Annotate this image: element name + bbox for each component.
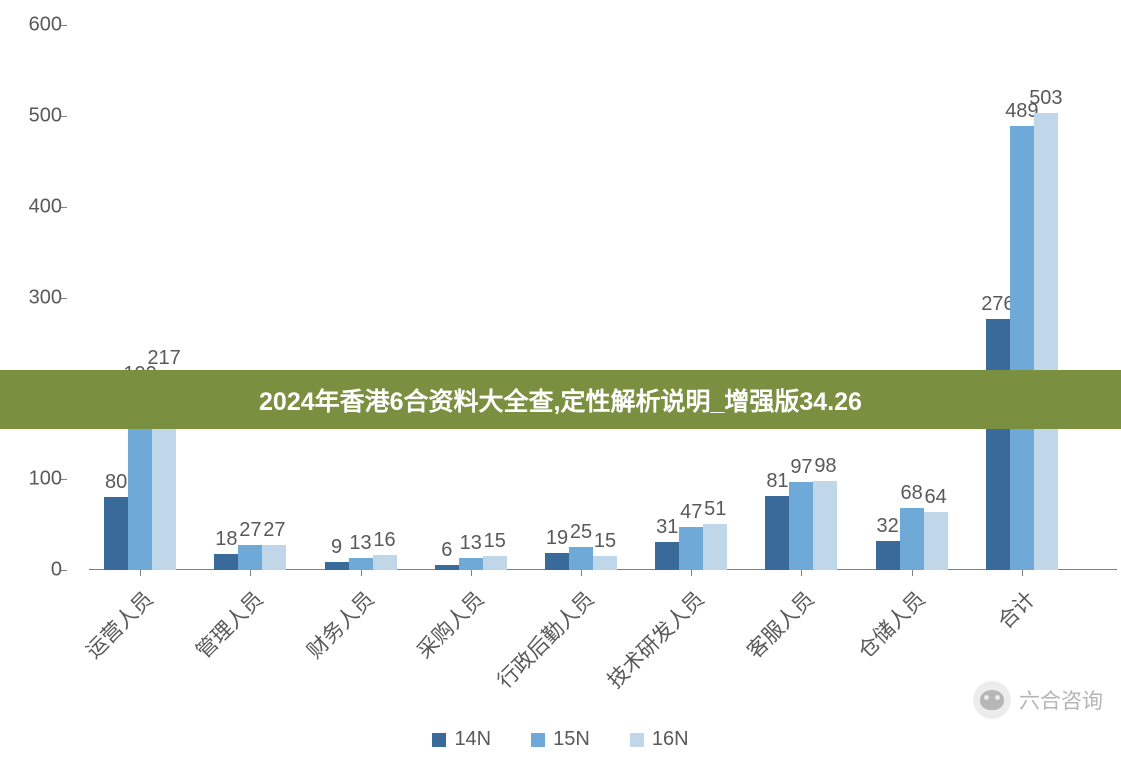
x-tick-mark <box>361 570 362 576</box>
bar <box>876 541 900 570</box>
y-tick-label: 100 <box>12 468 62 491</box>
bar-value-label: 80 <box>105 471 127 494</box>
y-tick-label: 600 <box>12 14 62 37</box>
x-tick-mark <box>250 570 251 576</box>
y-tick-mark <box>61 298 67 299</box>
bar <box>900 508 924 570</box>
bar <box>789 482 813 570</box>
legend-label: 14N <box>454 728 491 751</box>
bar <box>813 481 837 570</box>
bar <box>435 565 459 570</box>
category-label: 财务人员 <box>299 584 380 665</box>
bar-value-label: 15 <box>594 530 616 553</box>
watermark: 六合咨询 <box>973 681 1103 719</box>
x-tick-mark <box>140 570 141 576</box>
legend-label: 16N <box>652 728 689 751</box>
y-tick-mark <box>61 116 67 117</box>
bar-value-label: 9 <box>331 536 342 559</box>
bar <box>349 558 373 570</box>
legend: 14N 15N 16N <box>0 728 1121 751</box>
bar <box>238 545 262 570</box>
x-tick-mark <box>471 570 472 576</box>
bar-value-label: 503 <box>1029 87 1062 110</box>
legend-item: 14N <box>432 728 491 751</box>
legend-item: 16N <box>630 728 689 751</box>
legend-item: 15N <box>531 728 590 751</box>
bar <box>1010 126 1034 570</box>
bar-value-label: 64 <box>925 486 947 509</box>
bar-value-label: 97 <box>790 456 812 479</box>
y-tick-label: 300 <box>12 286 62 309</box>
bar <box>373 555 397 570</box>
wechat-icon <box>973 681 1011 719</box>
category-label: 行政后勤人员 <box>490 584 600 694</box>
bar <box>262 545 286 570</box>
overlay-text: 2024年香港6合资料大全查,定性解析说明_增强版34.26 <box>259 382 862 418</box>
chart-container: 8019921718272791316613151925153147518197… <box>45 10 1095 570</box>
bar <box>986 319 1010 570</box>
x-tick-mark <box>1022 570 1023 576</box>
bar-value-label: 16 <box>373 529 395 552</box>
bar-value-label: 19 <box>546 527 568 550</box>
overlay-banner: 2024年香港6合资料大全查,定性解析说明_增强版34.26 <box>0 370 1121 429</box>
category-label: 仓储人员 <box>850 584 931 665</box>
bar-value-label: 27 <box>263 519 285 542</box>
category-label: 运营人员 <box>79 584 160 665</box>
y-tick-label: 0 <box>12 559 62 582</box>
bar-value-label: 68 <box>901 482 923 505</box>
plot-area: 8019921718272791316613151925153147518197… <box>67 25 1095 570</box>
bar-value-label: 47 <box>680 501 702 524</box>
bar-value-label: 15 <box>484 530 506 553</box>
bar <box>593 556 617 570</box>
bar-value-label: 98 <box>814 455 836 478</box>
y-tick-mark <box>61 25 67 26</box>
bar <box>545 553 569 570</box>
bar-value-label: 32 <box>877 515 899 538</box>
legend-swatch <box>630 733 644 747</box>
legend-swatch <box>432 733 446 747</box>
x-tick-mark <box>801 570 802 576</box>
legend-swatch <box>531 733 545 747</box>
category-label: 合计 <box>990 584 1041 635</box>
y-tick-mark <box>61 207 67 208</box>
watermark-text: 六合咨询 <box>1019 685 1103 715</box>
bar-value-label: 81 <box>766 470 788 493</box>
bar <box>924 512 948 570</box>
category-label: 客服人员 <box>740 584 821 665</box>
bar-value-label: 27 <box>239 519 261 542</box>
y-tick-mark <box>61 570 67 571</box>
bar-value-label: 18 <box>215 528 237 551</box>
category-label: 技术研发人员 <box>600 584 710 694</box>
bar <box>569 547 593 570</box>
category-label: 管理人员 <box>189 584 270 665</box>
bar <box>679 527 703 570</box>
bar <box>655 542 679 570</box>
bar <box>483 556 507 570</box>
bar-value-label: 13 <box>349 532 371 555</box>
y-tick-label: 400 <box>12 195 62 218</box>
bar <box>1034 113 1058 570</box>
bar <box>104 497 128 570</box>
bar <box>325 562 349 570</box>
x-tick-mark <box>912 570 913 576</box>
category-label: 采购人员 <box>409 584 490 665</box>
bar-value-label: 217 <box>147 347 180 370</box>
bar <box>703 524 727 570</box>
x-tick-mark <box>581 570 582 576</box>
y-tick-label: 500 <box>12 104 62 127</box>
bar-value-label: 13 <box>460 532 482 555</box>
bar <box>765 496 789 570</box>
bar <box>214 554 238 570</box>
y-tick-mark <box>61 479 67 480</box>
bar-value-label: 31 <box>656 516 678 539</box>
bar <box>459 558 483 570</box>
legend-label: 15N <box>553 728 590 751</box>
bar-value-label: 25 <box>570 521 592 544</box>
bar-value-label: 6 <box>441 539 452 562</box>
bar-value-label: 51 <box>704 498 726 521</box>
x-tick-mark <box>691 570 692 576</box>
